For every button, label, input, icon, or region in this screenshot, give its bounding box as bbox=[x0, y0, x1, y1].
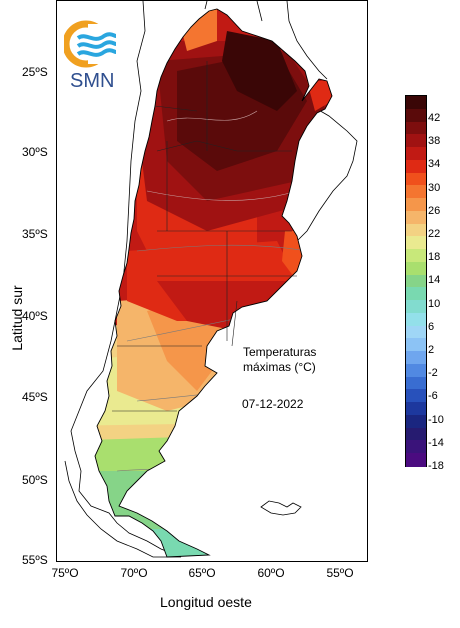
legend-swatch bbox=[406, 325, 426, 339]
annotation-date: 07-12-2022 bbox=[242, 397, 304, 411]
legend-swatch bbox=[406, 274, 426, 288]
legend-swatch bbox=[406, 210, 426, 225]
legend-swatch bbox=[406, 312, 426, 327]
y-tick-label: 30ºS bbox=[22, 145, 48, 159]
legend-label: 14 bbox=[428, 274, 441, 287]
legend-swatch bbox=[406, 376, 426, 391]
legend-swatch bbox=[406, 453, 426, 467]
y-tick-label: 40ºS bbox=[22, 309, 48, 323]
legend-label: -18 bbox=[428, 460, 444, 472]
legend-label: 42 bbox=[428, 112, 441, 124]
smn-emblem-icon bbox=[62, 20, 118, 68]
legend-label: 30 bbox=[428, 181, 441, 194]
country-border bbox=[204, 1, 263, 22]
legend-swatch bbox=[406, 300, 426, 314]
legend-swatch bbox=[406, 108, 426, 123]
legend-swatch bbox=[406, 363, 426, 378]
legend-label: 38 bbox=[428, 135, 441, 148]
legend-swatch bbox=[406, 134, 426, 148]
y-tick-label: 55ºS bbox=[22, 553, 48, 567]
x-axis-title: Longitud oeste bbox=[160, 594, 252, 610]
legend-label: -14 bbox=[428, 436, 444, 449]
annotation-line1: Temperaturas bbox=[243, 345, 317, 359]
legend-swatch bbox=[406, 236, 426, 250]
legend-swatch bbox=[406, 147, 426, 161]
smn-logo: SMN bbox=[62, 18, 124, 98]
legend-label: -2 bbox=[428, 367, 438, 380]
legend-swatch bbox=[406, 96, 426, 110]
legend-swatch bbox=[406, 185, 426, 199]
logo-text: SMN bbox=[70, 70, 115, 92]
islands-outline bbox=[260, 500, 302, 516]
legend-swatch bbox=[406, 414, 426, 429]
legend-swatch bbox=[406, 121, 426, 135]
legend-swatch bbox=[406, 351, 426, 365]
legend-label: -10 bbox=[428, 413, 444, 426]
y-tick-label: 50ºS bbox=[22, 473, 48, 487]
legend-label: 6 bbox=[428, 320, 435, 333]
legend-label: 22 bbox=[428, 228, 441, 240]
legend-swatch bbox=[406, 223, 426, 237]
province-borders bbox=[112, 61, 297, 412]
y-tick-label: 45ºS bbox=[22, 390, 48, 404]
y-tick-label: 35ºS bbox=[22, 227, 48, 241]
x-tick-label: 75ºO bbox=[51, 566, 79, 580]
legend-swatch bbox=[406, 172, 426, 186]
legend-label: 34 bbox=[428, 158, 441, 171]
x-tick-label: 60ºO bbox=[257, 566, 285, 580]
y-tick-label: 25ºS bbox=[22, 65, 48, 79]
legend-swatch bbox=[406, 198, 426, 212]
legend-swatch bbox=[406, 249, 426, 263]
argentina-outline bbox=[94, 8, 333, 558]
color-legend bbox=[405, 95, 427, 467]
legend-swatch bbox=[406, 338, 426, 352]
legend-swatch bbox=[406, 402, 426, 416]
temperature-map bbox=[64, 1, 358, 558]
legend-swatch bbox=[406, 159, 426, 174]
x-tick-label: 70ºO bbox=[120, 566, 148, 580]
country-border bbox=[286, 1, 358, 242]
legend-swatch bbox=[406, 389, 426, 403]
legend-swatch bbox=[406, 440, 426, 454]
legend-swatch bbox=[406, 261, 426, 276]
legend-label: 10 bbox=[428, 297, 441, 310]
legend-label: 26 bbox=[428, 204, 441, 217]
x-tick-label: 55ºO bbox=[326, 566, 354, 580]
y-axis-title: Latitud sur bbox=[9, 285, 25, 351]
legend-label: 18 bbox=[428, 251, 441, 264]
legend-swatch bbox=[406, 287, 426, 301]
x-tick-label: 65ºO bbox=[188, 566, 216, 580]
map-area bbox=[56, 0, 368, 562]
legend-label: 2 bbox=[428, 344, 435, 356]
legend-swatch bbox=[406, 427, 426, 442]
country-border bbox=[64, 1, 182, 558]
legend-label: -6 bbox=[428, 390, 438, 403]
annotation-line2: máximas (°C) bbox=[243, 360, 316, 374]
